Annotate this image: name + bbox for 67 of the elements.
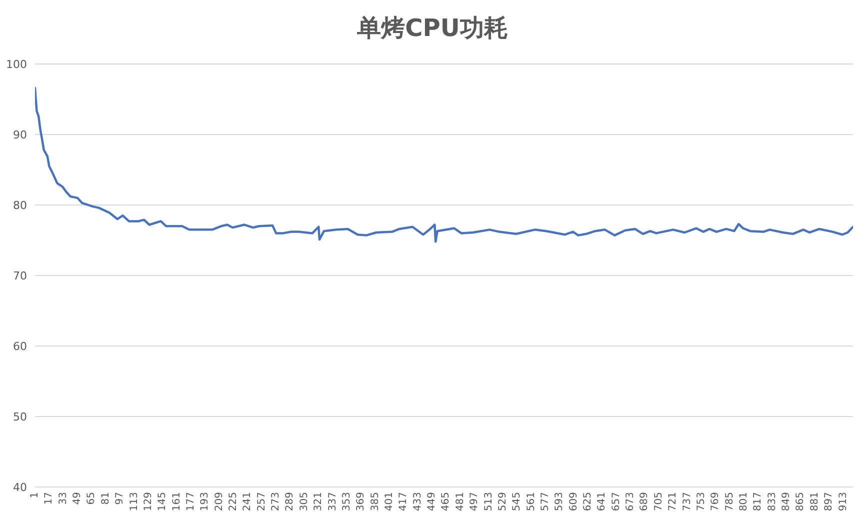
x-tick-label: 593 — [554, 492, 566, 512]
x-tick-label: 801 — [738, 492, 750, 512]
x-tick-label: 193 — [200, 492, 211, 512]
x-tick-label: 129 — [142, 492, 154, 512]
x-tick-label: 1 — [30, 492, 40, 498]
x-tick-label: 625 — [582, 492, 594, 512]
x-tick-label: 529 — [497, 492, 508, 512]
y-tick-label: 100 — [6, 58, 27, 71]
x-tick-label: 305 — [298, 492, 310, 512]
x-tick-label: 897 — [824, 492, 835, 512]
x-tick-label: 465 — [440, 492, 452, 512]
x-tick-label: 641 — [596, 492, 608, 512]
x-tick-label: 49 — [72, 492, 84, 505]
x-tick-label: 865 — [795, 492, 806, 512]
x-tick-label: 33 — [58, 492, 69, 505]
x-tick-label: 481 — [454, 492, 466, 512]
x-tick-label: 497 — [469, 492, 480, 512]
x-tick-label: 161 — [171, 492, 182, 512]
x-tick-label: 97 — [114, 492, 126, 505]
x-tick-label: 785 — [724, 492, 736, 512]
x-tick-label: 289 — [284, 492, 296, 512]
x-tick-label: 657 — [610, 492, 622, 512]
y-tick-label: 60 — [13, 340, 27, 353]
y-tick-label: 40 — [13, 480, 27, 494]
x-tick-label: 257 — [256, 492, 268, 512]
x-tick-label: 353 — [341, 492, 352, 512]
x-tick-label: 209 — [214, 492, 225, 512]
x-tick-label: 225 — [228, 492, 240, 512]
x-tick-label: 145 — [157, 492, 168, 512]
x-tick-label: 577 — [540, 492, 551, 512]
chart-title: 单烤CPU功耗 — [356, 13, 509, 44]
x-tick-label: 337 — [327, 492, 338, 512]
x-tick-label: 721 — [668, 492, 679, 512]
x-tick-label: 609 — [568, 492, 580, 512]
x-tick-label: 833 — [766, 492, 778, 512]
x-tick-label: 769 — [710, 492, 722, 512]
y-tick-label: 80 — [13, 198, 27, 212]
x-tick-label: 369 — [356, 492, 367, 512]
x-tick-label: 673 — [625, 492, 636, 512]
x-tick-label: 753 — [696, 492, 707, 512]
x-tick-label: 449 — [426, 492, 438, 512]
x-tick-label: 65 — [86, 492, 98, 505]
x-tick-label: 817 — [752, 492, 764, 512]
x-tick-label: 849 — [781, 492, 792, 512]
x-tick-label: 737 — [682, 492, 693, 512]
x-tick-label: 113 — [128, 492, 140, 512]
x-tick-label: 881 — [809, 492, 820, 512]
y-tick-label: 90 — [13, 128, 27, 142]
x-tick-label: 321 — [313, 492, 324, 512]
x-tick-label: 241 — [242, 492, 254, 512]
x-tick-label: 545 — [512, 492, 523, 512]
y-tick-label: 70 — [13, 269, 27, 282]
x-tick-label: 401 — [384, 492, 395, 512]
x-tick-label: 81 — [100, 492, 112, 505]
x-tick-label: 17 — [44, 492, 55, 505]
x-tick-label: 433 — [412, 492, 424, 512]
x-tick-label: 385 — [370, 492, 381, 512]
line-series — [35, 86, 853, 243]
x-tick-label: 705 — [653, 492, 664, 512]
x-tick-label: 177 — [185, 492, 196, 512]
x-tick-label: 913 — [838, 492, 849, 512]
x-tick-label: 513 — [483, 492, 494, 512]
x-tick-label: 273 — [270, 492, 282, 512]
y-tick-label: 50 — [13, 410, 27, 424]
x-tick-label: 417 — [398, 492, 410, 512]
x-tick-label: 561 — [526, 492, 537, 512]
x-tick-label: 689 — [639, 492, 650, 512]
